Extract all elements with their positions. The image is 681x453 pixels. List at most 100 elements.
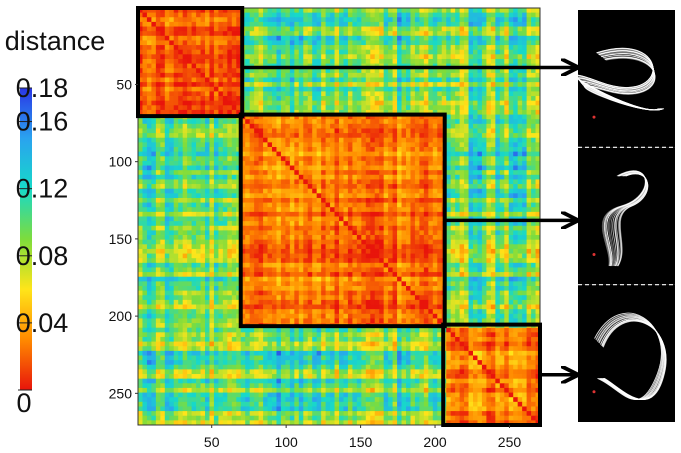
matrix-cell [526,82,532,88]
matrix-cell [209,54,215,60]
matrix-cell [499,151,505,157]
matrix-cell [356,128,362,134]
matrix-cell [432,45,438,51]
matrix-cell [406,179,411,185]
matrix-cell [455,45,460,51]
matrix-cell [522,165,527,171]
matrix-cell [245,244,251,250]
matrix-cell [205,91,210,97]
matrix-cell [240,248,246,254]
matrix-cell [499,174,505,180]
matrix-cell [446,165,452,171]
matrix-cell [490,156,496,162]
matrix-cell [178,253,184,259]
matrix-cell [383,54,389,60]
matrix-cell [316,197,322,203]
matrix-cell [191,170,197,176]
colorbar-title: distance [5,26,106,56]
matrix-cell [437,68,443,74]
matrix-cell [513,160,519,166]
matrix-cell [432,151,438,157]
matrix-cell [258,193,264,199]
matrix-cell [142,197,148,203]
matrix-cell [267,35,273,41]
matrix-cell [227,31,233,37]
matrix-cell [526,114,532,120]
matrix-cell [495,188,501,194]
matrix-cell [401,86,407,92]
matrix-cell [365,68,371,74]
matrix-cell [280,8,286,14]
matrix-cell [178,160,184,166]
matrix-cell [209,188,215,194]
matrix-cell [361,77,367,83]
matrix-cell [249,244,255,250]
matrix-cell [343,258,349,264]
matrix-cell [468,211,474,217]
matrix-cell [289,184,295,190]
matrix-cell [517,91,523,97]
matrix-cell [196,119,201,125]
matrix-cell [236,258,242,264]
matrix-cell [473,68,478,74]
matrix-cell [276,40,282,46]
matrix-cell [356,179,362,185]
matrix-cell [263,45,268,51]
matrix-cell [227,68,233,74]
matrix-cell [227,230,233,236]
matrix-cell [508,147,514,153]
matrix-cell [352,147,358,153]
matrix-cell [142,8,148,14]
matrix-cell [191,156,197,162]
matrix-cell [196,82,201,88]
matrix-cell [303,156,309,162]
matrix-cell [397,142,402,148]
matrix-cell [459,21,465,27]
matrix-cell [303,31,309,37]
matrix-cell [388,31,393,37]
matrix-cell [258,119,264,125]
matrix-cell [522,26,527,32]
matrix-cell [218,128,224,134]
matrix-cell [383,82,389,88]
matrix-cell [361,188,367,194]
matrix-cell [316,58,322,64]
matrix-cell [307,21,313,27]
matrix-cell [294,26,300,32]
matrix-cell [495,119,501,125]
matrix-cell [477,202,483,208]
matrix-cell [365,17,371,23]
matrix-cell [428,137,434,143]
matrix-cell [191,119,197,125]
matrix-cell [325,45,331,51]
matrix-cell [397,165,402,171]
matrix-cell [325,35,331,41]
matrix-cell [267,133,273,139]
matrix-cell [343,160,349,166]
matrix-cell [325,86,331,92]
matrix-cell [374,221,380,227]
matrix-cell [155,137,161,143]
matrix-cell [146,258,152,264]
matrix-cell [432,123,438,129]
matrix-cell [464,239,469,245]
matrix-cell [231,96,237,102]
matrix-cell [477,35,483,41]
matrix-cell [347,128,353,134]
matrix-cell [397,82,402,88]
matrix-cell [419,221,425,227]
matrix-cell [477,82,483,88]
matrix-cell [164,230,170,236]
matrix-cell [231,147,237,153]
matrix-cell [285,114,291,120]
matrix-cell [182,40,188,46]
matrix-cell [330,239,335,245]
matrix-cell [289,26,295,32]
matrix-cell [437,35,443,41]
matrix-cell [535,17,540,23]
matrix-cell [414,239,420,245]
matrix-cell [361,86,367,92]
matrix-cell [432,179,438,185]
matrix-cell [272,12,277,18]
matrix-cell [205,253,210,259]
